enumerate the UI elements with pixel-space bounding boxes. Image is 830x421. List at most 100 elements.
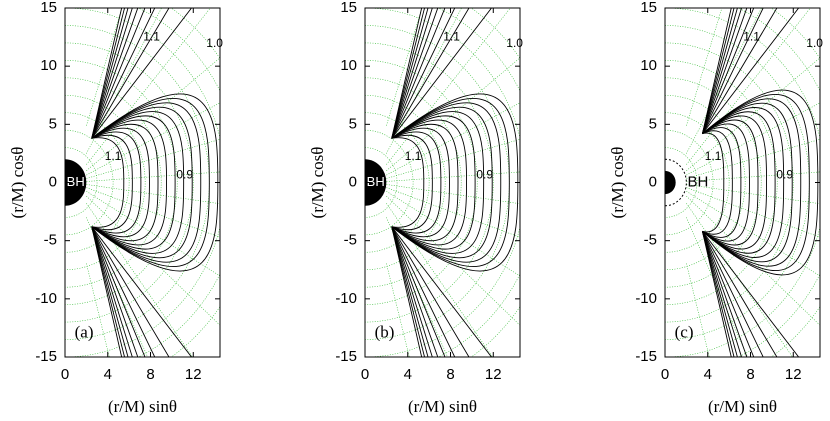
y-axis-label: (r/M) cosθ xyxy=(8,147,27,219)
plot-frame xyxy=(364,7,521,358)
contour xyxy=(391,102,502,263)
y-tick-label: 0 xyxy=(649,173,657,190)
contour xyxy=(91,134,133,231)
field-line xyxy=(386,217,448,357)
contour xyxy=(391,137,425,228)
y-tick-label: -5 xyxy=(644,232,657,249)
field-line xyxy=(170,8,220,357)
x-axis-label: (r/M) sinθ xyxy=(708,397,777,416)
panel: BH -15 -10 -5 0 5 10 15 0 4 8 12 1.1 1.0 1.1 0.9 (b) (r/M… xyxy=(308,0,523,416)
field-line xyxy=(386,190,520,277)
field-line xyxy=(737,8,820,357)
contour-label: 1.0 xyxy=(206,36,223,50)
contour xyxy=(391,131,442,234)
field-line xyxy=(86,184,220,205)
field-line xyxy=(365,129,414,236)
field-line xyxy=(686,195,820,326)
field-line xyxy=(665,112,730,253)
black-hole xyxy=(365,159,387,206)
contour xyxy=(391,106,493,259)
contour xyxy=(702,130,733,235)
field-line xyxy=(365,77,462,288)
contour xyxy=(391,226,429,357)
contour xyxy=(701,231,732,357)
y-tick-label: -5 xyxy=(44,232,57,249)
x-tick-label: 12 xyxy=(185,366,202,383)
y-tick-label: 15 xyxy=(40,0,57,16)
field-line xyxy=(686,187,820,238)
contour xyxy=(91,119,168,246)
panel-label: (a) xyxy=(75,323,94,342)
contour xyxy=(702,123,750,242)
field-line xyxy=(86,138,220,179)
contour xyxy=(91,226,146,357)
field-line xyxy=(65,8,220,357)
contour xyxy=(701,231,738,357)
field-line xyxy=(86,57,220,171)
contour xyxy=(91,137,125,228)
y-tick-label: 10 xyxy=(640,57,657,74)
contour-label: 1.1 xyxy=(443,29,460,43)
field-line xyxy=(65,129,114,236)
field-line xyxy=(86,8,211,165)
contour xyxy=(391,226,470,357)
field-line xyxy=(386,195,520,326)
contour xyxy=(91,226,123,357)
contour xyxy=(91,8,125,139)
contour xyxy=(391,226,423,357)
field-line xyxy=(86,102,220,176)
contour-label: 0.9 xyxy=(776,168,793,182)
contour xyxy=(702,231,800,357)
contour xyxy=(91,123,159,242)
contour xyxy=(702,132,725,233)
panel-label: (b) xyxy=(375,323,395,342)
field-line xyxy=(665,8,820,357)
field-line xyxy=(365,8,520,357)
x-tick-label: 4 xyxy=(704,366,712,383)
field-line xyxy=(86,195,220,326)
field-line xyxy=(86,190,220,277)
field-line xyxy=(686,190,820,277)
plot-area xyxy=(365,8,520,357)
field-line xyxy=(386,102,520,176)
contour xyxy=(701,8,743,134)
field-line xyxy=(86,171,220,182)
contour xyxy=(702,102,793,263)
contour xyxy=(701,231,755,357)
contour xyxy=(91,8,193,139)
contour-label: 0.9 xyxy=(476,168,493,182)
contour xyxy=(391,127,450,238)
contour xyxy=(91,226,170,357)
contour xyxy=(391,8,429,139)
contour-label: 1.1 xyxy=(105,149,122,163)
field-line xyxy=(437,8,520,357)
contour xyxy=(91,8,123,139)
field-line xyxy=(386,57,520,171)
contour xyxy=(702,94,810,271)
field-line xyxy=(65,147,98,218)
y-tick-label: 5 xyxy=(649,115,657,132)
contour xyxy=(391,8,470,139)
contour xyxy=(91,8,146,139)
contour xyxy=(391,8,493,139)
x-tick-label: 4 xyxy=(404,366,412,383)
contour xyxy=(391,8,425,139)
contour xyxy=(391,119,468,246)
contour-label: 1.1 xyxy=(143,29,160,43)
field-line xyxy=(386,8,423,126)
field-line xyxy=(86,8,162,154)
plot-area xyxy=(665,8,820,357)
field-line xyxy=(686,217,748,357)
y-axis-label: (r/M) cosθ xyxy=(608,147,627,219)
contour xyxy=(91,127,150,238)
field-line xyxy=(137,8,220,357)
contour xyxy=(701,8,755,134)
field-line xyxy=(365,25,510,340)
contour xyxy=(391,226,493,357)
y-tick-label: -15 xyxy=(35,348,57,365)
contour-label: 1.1 xyxy=(743,29,760,43)
y-tick-label: -10 xyxy=(635,290,657,307)
contour xyxy=(701,231,743,357)
x-tick-label: 0 xyxy=(361,366,369,383)
contour xyxy=(91,226,193,357)
